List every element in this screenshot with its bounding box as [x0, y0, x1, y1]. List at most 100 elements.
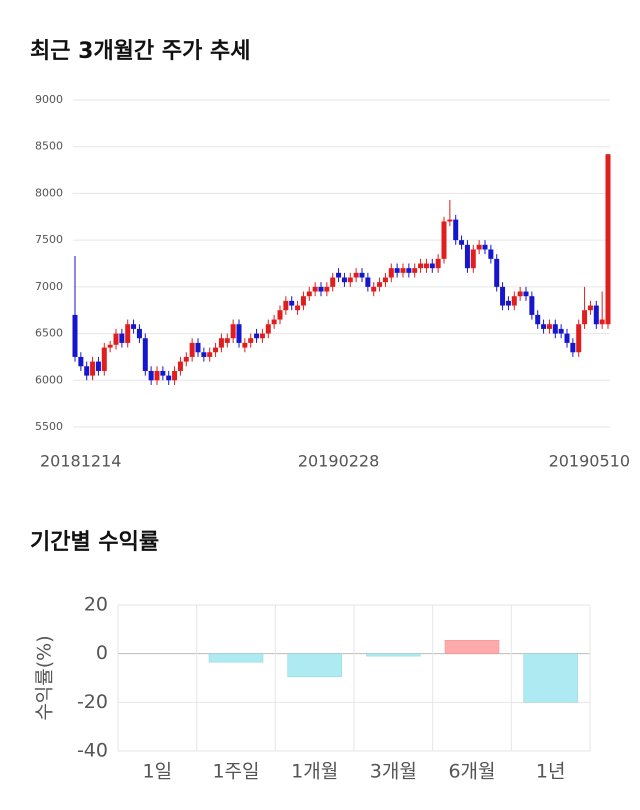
chart-title: 기간별 수익률: [30, 530, 159, 555]
candle-body: [207, 352, 213, 357]
candle-body: [546, 324, 552, 329]
x-tick-label: 20181214: [40, 452, 121, 471]
candle-body: [570, 342, 576, 353]
candle-body: [90, 361, 96, 376]
candle-body: [453, 219, 459, 241]
candle-body: [113, 333, 119, 345]
bar: [287, 653, 342, 678]
candle-body: [148, 370, 154, 381]
candle-body: [587, 305, 593, 311]
candle-body: [154, 370, 160, 381]
candle-body: [382, 277, 388, 283]
candle-body: [142, 338, 148, 371]
bar: [523, 653, 578, 703]
x-tick-label: 1년: [536, 761, 566, 783]
bar: [208, 653, 264, 663]
candle-body: [224, 338, 230, 343]
candle-body: [482, 244, 488, 250]
y-tick-label: -20: [77, 691, 108, 713]
candle-body: [336, 272, 342, 278]
y-tick-label: 0: [96, 642, 108, 664]
candle-body: [136, 328, 142, 339]
candle-body: [470, 249, 476, 269]
candle-body: [195, 342, 201, 353]
y-tick-label: 7500: [35, 233, 63, 246]
candle-body: [271, 319, 277, 325]
candle-body: [259, 333, 265, 339]
candle-body: [341, 277, 347, 283]
candle-body: [435, 258, 441, 269]
x-tick-label: 1개월: [291, 761, 338, 783]
candle-body: [125, 324, 131, 343]
y-tick-label: 6000: [35, 373, 63, 386]
candle-body: [500, 286, 506, 306]
x-tick-label: 3개월: [370, 761, 417, 783]
candle-body: [95, 361, 101, 371]
candle-body: [529, 296, 535, 315]
x-tick-label: 1일: [143, 761, 173, 783]
candle-body: [172, 370, 178, 381]
candle-body: [312, 286, 318, 292]
candle-body: [160, 370, 166, 376]
candle-body: [101, 347, 107, 371]
candle-body: [558, 328, 564, 334]
candle-body: [377, 282, 383, 287]
candle-body: [201, 352, 207, 357]
candle-body: [447, 219, 453, 222]
candle-body: [324, 286, 330, 292]
candle-body: [347, 277, 353, 283]
candle-body: [242, 342, 248, 348]
y-tick-label: 8500: [35, 140, 63, 153]
candle-body: [423, 263, 429, 269]
x-tick-label: 20190510: [549, 452, 630, 471]
y-tick-label: -40: [77, 740, 108, 762]
candle-body: [248, 338, 254, 343]
candle-body: [189, 342, 195, 357]
candle-body: [517, 291, 523, 297]
candle-body: [254, 333, 260, 339]
bar: [444, 640, 500, 654]
candle-body: [429, 263, 435, 269]
candle-body: [488, 249, 494, 259]
y-tick-label: 5500: [35, 420, 63, 433]
candle-body: [511, 296, 517, 306]
bar: [366, 653, 421, 657]
y-tick-label: 8000: [35, 186, 63, 199]
candle-body: [576, 324, 582, 353]
candle-body: [406, 268, 412, 273]
candle-body: [599, 319, 605, 325]
candle-body: [330, 277, 336, 287]
candle-body: [306, 291, 312, 297]
candle-body: [552, 324, 558, 334]
candle-body: [593, 305, 599, 325]
candle-body: [353, 272, 359, 278]
candle-body: [605, 154, 611, 325]
candle-body: [418, 263, 424, 269]
y-tick-label: 20: [84, 594, 108, 616]
candle-body: [183, 356, 189, 362]
candle-body: [283, 300, 289, 311]
candle-body: [230, 324, 236, 339]
candle-body: [265, 324, 271, 334]
candle-body: [541, 324, 547, 329]
y-tick-label: 7000: [35, 280, 63, 293]
candle-body: [131, 324, 137, 329]
candle-body: [371, 286, 377, 292]
candle-body: [476, 244, 482, 250]
candle-body: [365, 277, 371, 287]
candle-body: [535, 314, 541, 325]
candle-body: [459, 240, 465, 245]
candle-body: [107, 344, 113, 348]
candle-body: [582, 310, 588, 325]
candle-body: [166, 375, 172, 381]
candle-body: [494, 258, 500, 287]
candle-body: [177, 361, 183, 371]
candle-body: [523, 291, 529, 297]
candle-body: [277, 310, 283, 320]
candle-body: [213, 347, 219, 353]
x-tick-label: 6개월: [448, 761, 495, 783]
candle-body: [72, 314, 78, 357]
y-tick-label: 6500: [35, 327, 63, 340]
candle-body: [394, 268, 400, 273]
